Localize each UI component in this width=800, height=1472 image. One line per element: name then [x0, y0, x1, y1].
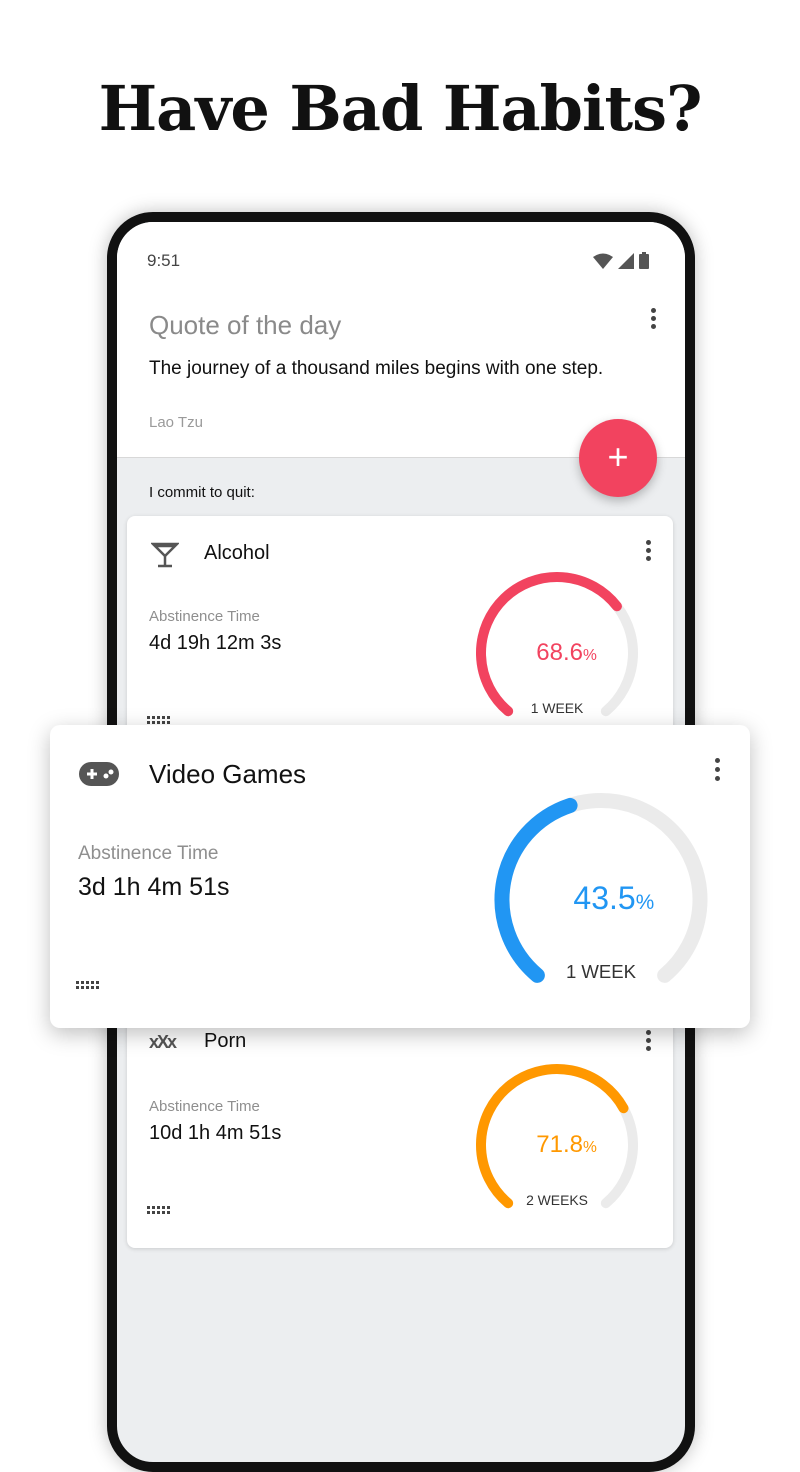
- habit-card-alcohol[interactable]: Alcohol Abstinence Time 4d 19h 12m 3s 68…: [127, 516, 673, 736]
- section-label: I commit to quit:: [149, 484, 255, 501]
- progress-gauge: 43.5% 1 WEEK: [481, 791, 721, 991]
- quote-author: Lao Tzu: [149, 414, 203, 431]
- progress-gauge: 68.6% 1 WEEK: [467, 570, 647, 730]
- gamepad-icon: [79, 762, 119, 786]
- cocktail-glass-icon: [151, 542, 179, 568]
- abstinence-label: Abstinence Time: [78, 843, 219, 864]
- drag-handle-icon[interactable]: [147, 1206, 170, 1214]
- quote-header: 9:51 Quote of the day The journey of a t…: [117, 222, 685, 458]
- status-time: 9:51: [147, 251, 181, 270]
- battery-icon: [639, 252, 649, 269]
- drag-handle-icon[interactable]: [147, 716, 170, 724]
- quote-title: Quote of the day: [149, 310, 342, 340]
- percent-sign: %: [635, 891, 655, 915]
- headline: Have Bad Habits?: [98, 72, 703, 145]
- habit-card-porn[interactable]: xXx Porn Abstinence Time 10d 1h 4m 51s 7…: [127, 1000, 673, 1248]
- wifi-icon: [593, 253, 613, 269]
- gauge-goal: 1 WEEK: [565, 960, 637, 982]
- abstinence-label: Abstinence Time: [149, 1098, 260, 1115]
- gauge-svg: [476, 572, 638, 717]
- signal-icon: [618, 252, 634, 269]
- progress-gauge: 71.8% 2 WEEKS: [467, 1062, 647, 1222]
- abstinence-time: 4d 19h 12m 3s: [149, 632, 282, 654]
- gauge-goal: 2 WEEKS: [526, 1192, 588, 1209]
- xxx-icon: xXx: [149, 1032, 177, 1052]
- abstinence-time: 3d 1h 4m 51s: [78, 873, 230, 901]
- percent-value: 43.5: [573, 880, 636, 917]
- quote-menu-icon[interactable]: [651, 308, 656, 329]
- drag-handle-icon[interactable]: [76, 981, 99, 989]
- gauge-percent: 43.5%: [481, 880, 721, 917]
- gauge-svg: [494, 793, 708, 983]
- abstinence-label: Abstinence Time: [149, 608, 260, 625]
- gauge-progress: [476, 1064, 629, 1209]
- add-habit-button[interactable]: +: [579, 419, 657, 497]
- habit-name: Video Games: [149, 759, 307, 789]
- habit-menu-icon[interactable]: [646, 1030, 651, 1051]
- percent-sign: %: [583, 1138, 597, 1156]
- gauge-progress: [476, 572, 622, 717]
- percent-value: 68.6: [536, 638, 584, 666]
- quote-text: The journey of a thousand miles begins w…: [149, 358, 604, 379]
- habit-name: Alcohol: [204, 542, 270, 564]
- percent-value: 71.8: [536, 1130, 584, 1158]
- gauge-progress: [494, 797, 578, 983]
- abstinence-time: 10d 1h 4m 51s: [149, 1122, 282, 1144]
- habit-card-video-games[interactable]: Video Games Abstinence Time 3d 1h 4m 51s…: [50, 725, 750, 1028]
- habit-name: Porn: [204, 1030, 247, 1052]
- percent-sign: %: [583, 646, 597, 664]
- gauge-goal: 1 WEEK: [530, 700, 584, 717]
- status-icons: [593, 252, 649, 269]
- habit-menu-icon[interactable]: [715, 758, 720, 781]
- gauge-svg: [476, 1064, 638, 1209]
- gauge-percent: 68.6%: [467, 639, 647, 667]
- gauge-percent: 71.8%: [467, 1131, 647, 1159]
- habit-menu-icon[interactable]: [646, 540, 651, 561]
